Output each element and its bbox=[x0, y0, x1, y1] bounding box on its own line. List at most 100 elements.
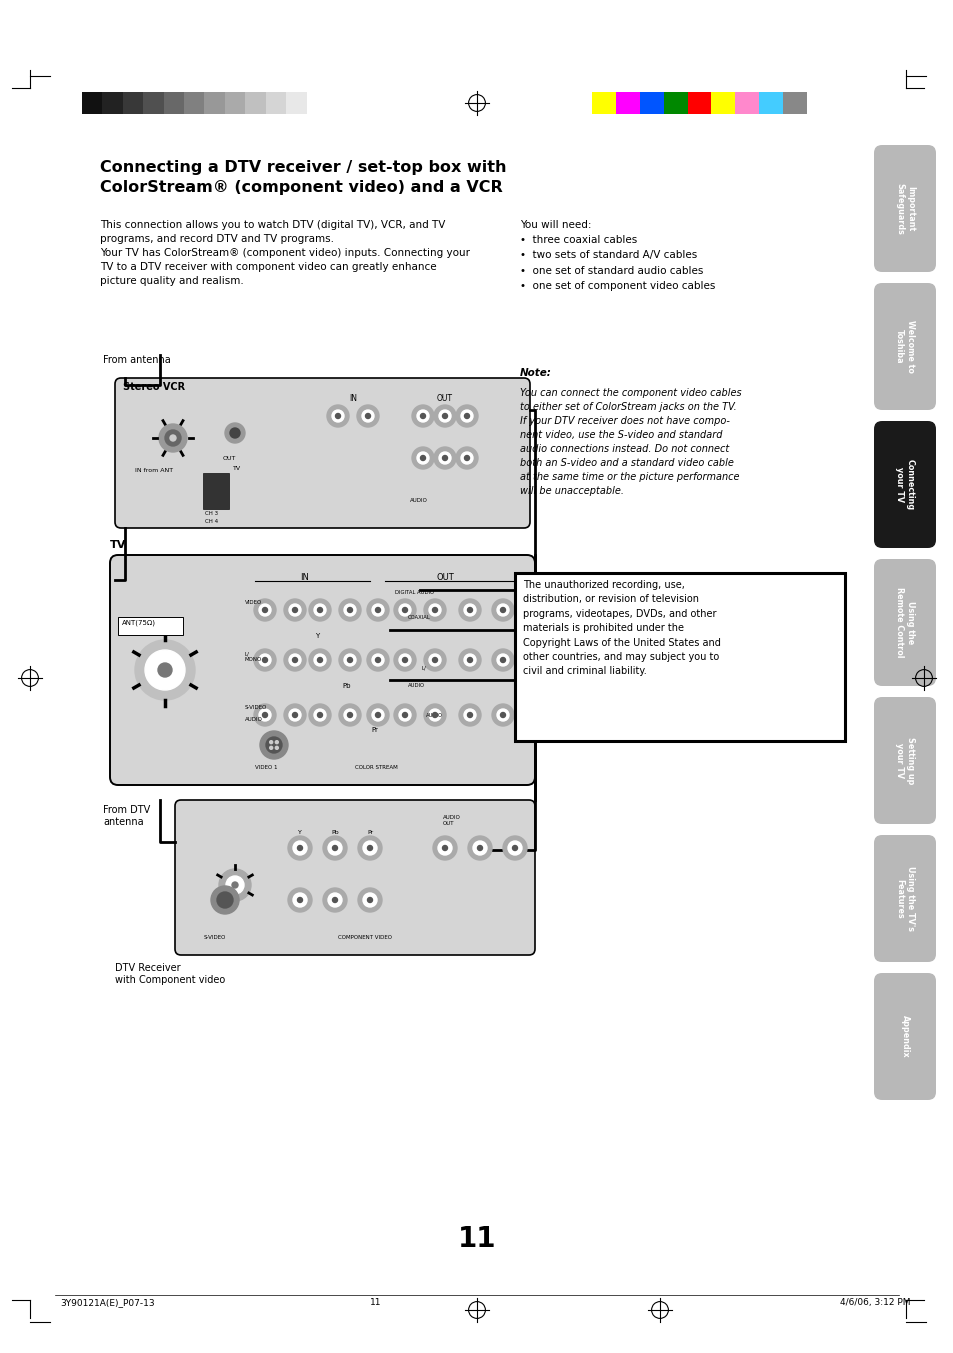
Circle shape bbox=[420, 456, 425, 460]
Circle shape bbox=[262, 658, 267, 663]
Circle shape bbox=[317, 607, 322, 613]
Circle shape bbox=[402, 658, 407, 663]
Circle shape bbox=[332, 410, 344, 422]
Circle shape bbox=[442, 414, 447, 418]
Circle shape bbox=[284, 649, 306, 671]
Circle shape bbox=[253, 649, 275, 671]
Circle shape bbox=[258, 653, 271, 666]
Circle shape bbox=[497, 603, 509, 616]
Circle shape bbox=[289, 603, 301, 616]
Circle shape bbox=[429, 603, 440, 616]
Circle shape bbox=[328, 893, 341, 907]
Bar bbox=[759, 92, 782, 114]
Circle shape bbox=[492, 649, 514, 671]
Text: ANT(75Ω): ANT(75Ω) bbox=[122, 620, 156, 625]
Circle shape bbox=[398, 709, 411, 721]
Circle shape bbox=[338, 649, 360, 671]
Circle shape bbox=[394, 649, 416, 671]
Text: This connection allows you to watch DTV (digital TV), VCR, and TV
programs, and : This connection allows you to watch DTV … bbox=[100, 221, 470, 285]
Bar bbox=[286, 92, 306, 114]
Circle shape bbox=[253, 599, 275, 621]
Circle shape bbox=[367, 704, 389, 727]
Circle shape bbox=[135, 640, 194, 700]
Circle shape bbox=[338, 704, 360, 727]
Circle shape bbox=[416, 452, 429, 464]
Circle shape bbox=[437, 842, 452, 855]
Circle shape bbox=[145, 649, 185, 690]
Circle shape bbox=[344, 653, 355, 666]
Circle shape bbox=[262, 607, 267, 613]
Circle shape bbox=[398, 653, 411, 666]
Circle shape bbox=[423, 599, 446, 621]
FancyBboxPatch shape bbox=[174, 800, 535, 955]
Bar bbox=[102, 92, 123, 114]
Circle shape bbox=[467, 607, 472, 613]
Text: S-VIDEO: S-VIDEO bbox=[245, 705, 267, 710]
Circle shape bbox=[347, 658, 352, 663]
Circle shape bbox=[317, 713, 322, 717]
Text: TV: TV bbox=[233, 465, 241, 471]
Text: From antenna: From antenna bbox=[103, 354, 171, 365]
Circle shape bbox=[309, 649, 331, 671]
Bar bbox=[639, 92, 663, 114]
Circle shape bbox=[338, 599, 360, 621]
Circle shape bbox=[258, 603, 271, 616]
Circle shape bbox=[412, 446, 434, 469]
Circle shape bbox=[232, 882, 237, 888]
Circle shape bbox=[260, 731, 288, 759]
Circle shape bbox=[216, 892, 233, 908]
Text: COLOR STREAM: COLOR STREAM bbox=[355, 764, 397, 770]
Circle shape bbox=[293, 713, 297, 717]
Circle shape bbox=[372, 709, 384, 721]
Circle shape bbox=[438, 452, 451, 464]
Text: DTV Receiver
with Component video: DTV Receiver with Component video bbox=[115, 963, 225, 985]
Circle shape bbox=[460, 410, 473, 422]
Circle shape bbox=[356, 405, 378, 428]
Circle shape bbox=[284, 704, 306, 727]
Text: Welcome to
Toshiba: Welcome to Toshiba bbox=[894, 321, 914, 373]
Circle shape bbox=[158, 663, 172, 676]
Text: Pb: Pb bbox=[331, 829, 338, 835]
Bar bbox=[82, 92, 102, 114]
Text: Pb: Pb bbox=[342, 683, 351, 689]
Circle shape bbox=[344, 709, 355, 721]
Circle shape bbox=[434, 405, 456, 428]
Circle shape bbox=[467, 658, 472, 663]
Bar bbox=[616, 92, 639, 114]
Circle shape bbox=[323, 836, 347, 861]
Circle shape bbox=[458, 649, 480, 671]
FancyBboxPatch shape bbox=[873, 283, 935, 410]
Text: OUT: OUT bbox=[436, 574, 454, 582]
Circle shape bbox=[365, 414, 370, 418]
Bar bbox=[515, 574, 844, 741]
Circle shape bbox=[289, 653, 301, 666]
Circle shape bbox=[438, 410, 451, 422]
Text: 3Y90121A(E)_P07-13: 3Y90121A(E)_P07-13 bbox=[60, 1298, 154, 1307]
Bar bbox=[123, 92, 143, 114]
Text: Setting up
your TV: Setting up your TV bbox=[894, 737, 914, 785]
Text: OUT: OUT bbox=[223, 456, 236, 461]
Circle shape bbox=[211, 886, 239, 915]
Circle shape bbox=[375, 658, 380, 663]
Bar bbox=[592, 92, 616, 114]
Circle shape bbox=[363, 893, 376, 907]
Circle shape bbox=[398, 603, 411, 616]
Circle shape bbox=[463, 709, 476, 721]
Circle shape bbox=[230, 428, 240, 438]
Circle shape bbox=[314, 653, 326, 666]
Circle shape bbox=[266, 737, 282, 754]
Circle shape bbox=[344, 603, 355, 616]
Circle shape bbox=[420, 414, 425, 418]
Bar bbox=[306, 92, 327, 114]
Circle shape bbox=[473, 842, 486, 855]
Text: Stereo VCR: Stereo VCR bbox=[123, 382, 185, 392]
Circle shape bbox=[468, 836, 492, 861]
Circle shape bbox=[375, 713, 380, 717]
Bar bbox=[143, 92, 164, 114]
Bar bbox=[203, 474, 229, 509]
Bar bbox=[204, 92, 225, 114]
Circle shape bbox=[262, 713, 267, 717]
Text: CH 3: CH 3 bbox=[205, 511, 218, 515]
FancyBboxPatch shape bbox=[873, 973, 935, 1100]
Text: AUDIO
OUT: AUDIO OUT bbox=[442, 815, 460, 825]
